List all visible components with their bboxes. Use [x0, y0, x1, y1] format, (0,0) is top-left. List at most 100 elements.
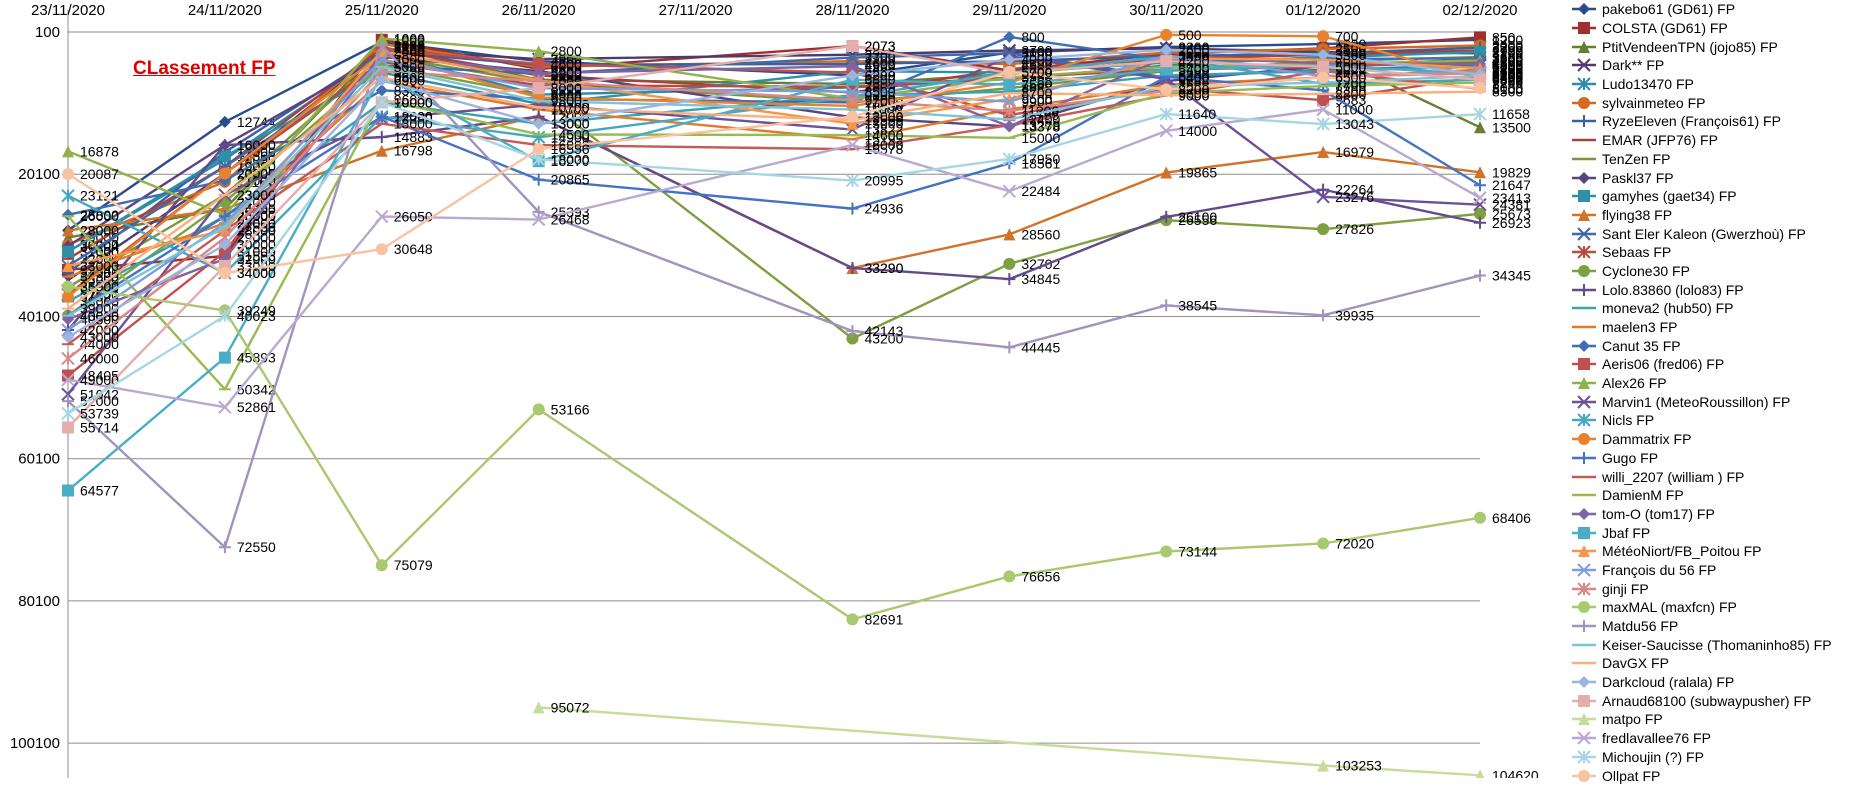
legend-swatch — [1572, 494, 1596, 497]
data-point — [846, 60, 859, 73]
legend-label: Sant Eler Kaleon (Gwerzhoù) FP — [1602, 225, 1806, 242]
data-label: 5600 — [551, 63, 582, 79]
data-point — [1578, 264, 1590, 277]
legend-swatch — [1572, 643, 1596, 646]
data-point — [218, 139, 231, 152]
data-point — [1578, 433, 1590, 446]
legend-item: Gugo FP — [1572, 449, 1865, 468]
data-point — [1475, 769, 1485, 778]
data-point — [845, 93, 860, 107]
legend-item: Canut 35 FP — [1572, 336, 1865, 355]
data-point — [532, 45, 545, 58]
data-point — [1003, 228, 1016, 241]
data-label: 4000 — [394, 52, 425, 68]
data-label: 5900 — [1492, 65, 1523, 81]
data-label: 1000 — [394, 30, 425, 46]
legend-item: DavGX FP — [1572, 654, 1865, 673]
data-label: 11640 — [1178, 106, 1216, 122]
data-label: 12500 — [864, 112, 903, 128]
data-label: 13378 — [1021, 118, 1060, 134]
legend-item: Sebaas FP — [1572, 243, 1865, 262]
legend-swatch — [1572, 433, 1596, 446]
data-point — [1578, 377, 1590, 390]
data-point — [218, 267, 231, 280]
data-label: 14000 — [1178, 123, 1217, 139]
data-point — [532, 403, 545, 416]
data-point — [1578, 713, 1590, 726]
data-point — [1317, 183, 1330, 196]
data-label: 75079 — [394, 557, 433, 573]
legend-label: Dammatrix FP — [1602, 431, 1692, 448]
data-label: 72550 — [237, 539, 276, 555]
data-label: 72020 — [1335, 535, 1374, 551]
data-label: 6500 — [394, 70, 425, 86]
legend-item: François du 56 FP — [1572, 561, 1865, 580]
legend-item: Cyclone30 FP — [1572, 262, 1865, 281]
data-point — [62, 421, 74, 434]
legend-swatch — [1572, 601, 1596, 614]
data-label: 3900 — [1492, 51, 1523, 67]
legend-label: maelen3 FP — [1602, 319, 1678, 336]
data-label: 48405 — [80, 368, 119, 384]
data-point — [1578, 507, 1590, 520]
data-label: 4600 — [864, 56, 895, 72]
legend-swatch — [1572, 620, 1596, 633]
data-label: 12400 — [1021, 111, 1060, 127]
data-point — [1577, 226, 1591, 241]
data-label: 20865 — [551, 172, 590, 188]
data-point — [1003, 341, 1016, 354]
data-label: 46000 — [80, 350, 119, 366]
data-label: 2073 — [864, 38, 895, 54]
data-label: 31000 — [237, 244, 276, 260]
data-label: 22484 — [1021, 183, 1060, 199]
legend-item: fredlavallee76 FP — [1572, 729, 1865, 748]
x-tick-label: 29/11/2020 — [972, 2, 1046, 19]
data-label: 30648 — [394, 241, 433, 257]
legend-swatch — [1572, 769, 1596, 782]
data-label: 17950 — [1021, 151, 1060, 167]
data-point — [218, 541, 231, 554]
data-label: 6300 — [1492, 68, 1523, 84]
legend-label: Aeris06 (fred06) FP — [1602, 356, 1725, 373]
legend-label: MétéoNiort/FB_Poitou FP — [1602, 543, 1762, 560]
data-point — [845, 173, 860, 188]
data-label: 5000 — [394, 59, 425, 75]
data-label: 26923 — [1492, 215, 1531, 231]
data-label: 5700 — [1021, 64, 1052, 80]
data-label: 34000 — [237, 265, 276, 281]
legend-swatch — [1572, 58, 1596, 73]
legend-item: matpo FP — [1572, 710, 1865, 729]
data-label: 10000 — [394, 94, 433, 110]
data-label: 6900 — [394, 72, 425, 88]
data-point — [1317, 94, 1330, 107]
data-label: 14600 — [864, 127, 903, 143]
legend-item: Sant Eler Kaleon (Gwerzhoù) FP — [1572, 224, 1865, 243]
data-label: 2700 — [1492, 42, 1523, 58]
legend-swatch — [1572, 115, 1596, 128]
data-label: 14500 — [551, 126, 590, 142]
data-point — [531, 212, 546, 227]
data-label: 16556 — [551, 141, 590, 157]
data-point — [1003, 273, 1016, 286]
data-label: 16878 — [80, 143, 119, 159]
data-label: 39249 — [237, 302, 276, 318]
legend-item: MétéoNiort/FB_Poitou FP — [1572, 542, 1865, 561]
data-label: 27826 — [1335, 221, 1374, 237]
data-label: 3300 — [1335, 47, 1366, 63]
data-label: 26000 — [80, 208, 119, 224]
data-label: 11000 — [1335, 102, 1373, 118]
data-label: 13000 — [551, 116, 590, 132]
legend-swatch — [1572, 475, 1596, 478]
data-label: 3600 — [1492, 49, 1523, 65]
data-point — [61, 406, 75, 421]
data-label: 25673 — [1492, 206, 1531, 222]
data-point — [1160, 83, 1173, 96]
legend-item: Paskl37 FP — [1572, 168, 1865, 187]
legend-label: Jbaf FP — [1602, 524, 1651, 541]
data-label: 20995 — [864, 173, 903, 189]
data-point — [1002, 184, 1017, 198]
data-point — [62, 484, 74, 497]
data-point — [1316, 117, 1330, 131]
legend-swatch — [1572, 750, 1596, 764]
data-point — [1160, 28, 1173, 41]
